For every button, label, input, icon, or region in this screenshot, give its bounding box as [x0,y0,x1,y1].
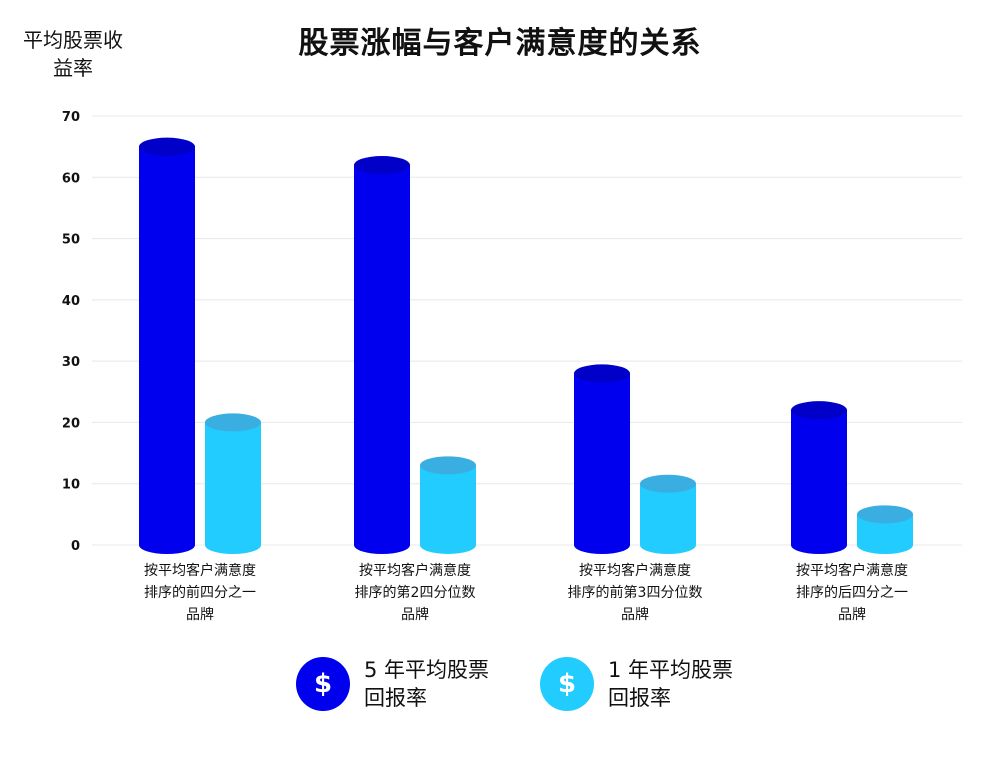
bar-body [139,146,195,554]
x-tick-label: 品牌 [401,606,429,623]
legend-label-1yr-line1: 1 年平均股票 [608,658,734,682]
bar-body [205,422,261,554]
bar-top [139,137,195,156]
bar-top [354,156,410,175]
y-tick-label: 20 [62,416,80,431]
x-tick-label: 按平均客户满意度 [359,562,471,579]
bar-body [640,483,696,554]
bar-body [791,410,847,554]
y-tick-label: 30 [62,355,80,370]
bar-top [857,505,913,524]
chart-title: 股票涨幅与客户满意度的关系 [298,26,702,61]
y-axis-label: 平均股票收益率 [23,28,123,80]
x-tick-label: 品牌 [621,606,649,623]
x-tick-label: 排序的前四分之一 [144,584,256,601]
bar-top [420,456,476,475]
bar-body [857,514,913,554]
legend-label-5yr-line2: 回报率 [364,686,427,710]
y-tick-label: 60 [62,171,80,186]
bar-top [205,413,261,432]
x-tick-label: 按平均客户满意度 [144,562,256,579]
dollar-icon: $ [540,657,594,711]
legend-item-1yr: $ 1 年平均股票 回报率 [540,656,758,712]
bar-body [354,165,410,554]
y-tick-label: 70 [62,110,80,125]
bar-top [574,364,630,383]
x-tick-label: 排序的前第3四分位数 [568,584,703,601]
dollar-icon: $ [296,657,350,711]
x-tick-label: 排序的第2四分位数 [355,584,476,601]
bar-body [420,465,476,554]
x-tick-label: 品牌 [186,606,214,623]
bar-body [574,373,630,554]
y-tick-label: 10 [62,478,80,493]
legend-label-1yr-line2: 回报率 [608,686,671,710]
x-tick-label: 品牌 [838,606,866,623]
y-tick-label: 50 [62,233,80,248]
y-tick-label: 40 [62,294,80,309]
bar-top [640,474,696,493]
legend-item-5yr: $ 5 年平均股票 回报率 [296,656,514,712]
x-tick-label: 按平均客户满意度 [579,562,691,579]
bar-chart: 010203040506070按平均客户满意度排序的前四分之一品牌按平均客户满意… [62,110,962,623]
y-tick-label: 0 [71,539,80,554]
x-tick-label: 按平均客户满意度 [796,562,908,579]
bar-top [791,401,847,420]
legend-label-5yr-line1: 5 年平均股票 [364,658,490,682]
x-tick-label: 排序的后四分之一 [796,585,908,601]
